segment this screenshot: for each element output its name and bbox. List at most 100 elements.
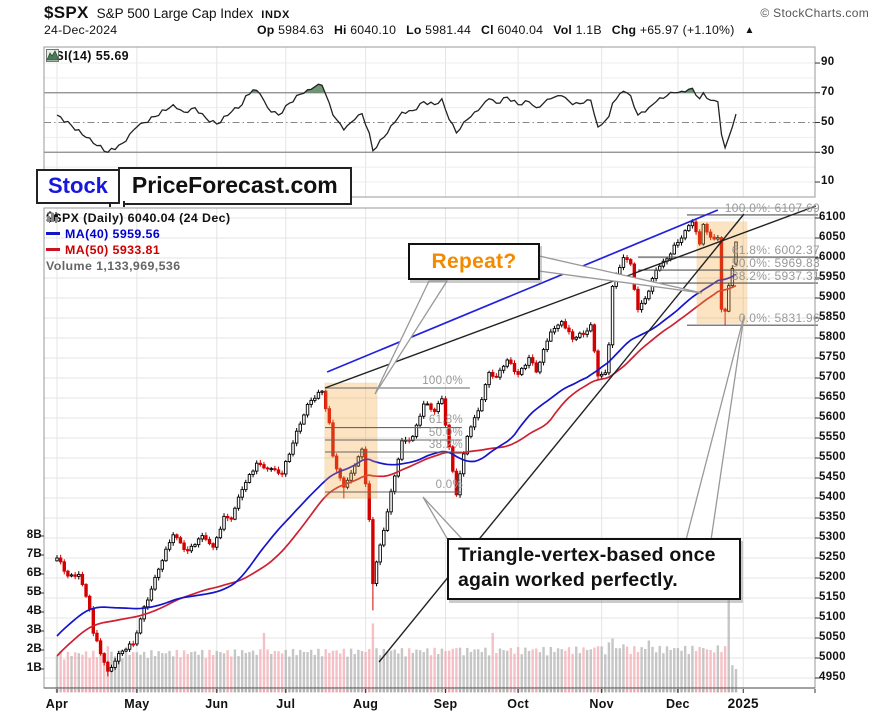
candle-body	[77, 573, 81, 577]
candle-body	[418, 415, 422, 426]
volume-bar	[487, 655, 491, 688]
price-axis-label: 5550	[819, 431, 846, 443]
axis-strip-tick	[669, 688, 672, 693]
legend-ma50-label: MA(50) 5933.81	[65, 242, 161, 257]
candle-body	[385, 511, 390, 531]
axis-strip-tick	[211, 688, 215, 693]
highlight-zone	[324, 382, 378, 499]
volume-bar	[63, 659, 66, 688]
volume-bar	[600, 646, 603, 688]
volume-bar	[629, 653, 632, 688]
rsi-axis-label: 70	[821, 85, 835, 98]
fib-right-label: 0.0%: 5831.96	[738, 311, 820, 326]
axis-strip-tick	[153, 688, 157, 693]
volume-bar	[535, 648, 538, 688]
legend-ma40-label: MA(40) 5959.56	[65, 226, 161, 241]
volume-bar	[705, 649, 709, 688]
candle-body	[454, 470, 459, 496]
candle-body	[294, 430, 299, 444]
candle-body	[287, 453, 292, 462]
volume-bar	[386, 651, 389, 688]
candle-body	[705, 223, 709, 233]
axis-strip-tick	[713, 688, 716, 693]
triangle-annotation-line1: Triangle-vertex-based once	[458, 544, 716, 566]
axis-strip-tick	[353, 688, 356, 693]
candle-body	[621, 257, 626, 268]
stockcharts-credit[interactable]: © StockCharts.com	[760, 6, 869, 20]
candle-body	[596, 350, 600, 377]
rsi-axis-label: 10	[821, 175, 835, 188]
candle-body	[229, 517, 233, 520]
axis-strip-tick	[233, 688, 237, 693]
volume-bar	[251, 650, 255, 688]
quote-field-hi: Hi 6040.10	[333, 23, 397, 37]
candle-body	[487, 371, 491, 386]
volume-bar	[575, 646, 578, 688]
axis-strip-tick	[378, 688, 382, 693]
price-axis-label: 5750	[819, 351, 846, 363]
axis-strip-tick	[266, 688, 269, 693]
axis-strip-tick	[636, 688, 640, 693]
candle-body	[204, 535, 208, 540]
axis-strip-tick	[197, 688, 200, 693]
volume-bar	[128, 654, 131, 688]
candle-body	[516, 371, 520, 375]
volume-bar	[66, 651, 70, 688]
axis-strip-tick	[288, 688, 291, 693]
axis-strip-tick	[208, 688, 211, 693]
quote-field-vol: Vol 1.1B	[553, 23, 602, 37]
logo-part-priceforecast: PriceForecast.com	[117, 167, 352, 205]
candle-body	[509, 359, 513, 364]
candle-body	[734, 241, 738, 265]
axis-strip-tick	[171, 688, 175, 693]
rsi-indicator-icon	[46, 49, 59, 62]
stockpriceforecast-logo[interactable]: Stock PriceForecast.com	[36, 167, 352, 207]
volume-bar	[669, 649, 672, 688]
axis-strip-tick	[433, 688, 436, 693]
axis-strip-tick	[270, 688, 273, 693]
axis-strip-tick	[313, 688, 317, 693]
axis-strip-tick	[146, 688, 149, 693]
candle-body	[687, 225, 691, 232]
axis-strip-tick	[157, 688, 160, 693]
volume-bar	[408, 648, 411, 688]
candle-body	[396, 458, 401, 477]
candle-body	[284, 461, 288, 475]
volume-bar	[654, 652, 658, 688]
axis-strip-tick	[476, 688, 480, 693]
axis-strip-tick	[422, 688, 425, 693]
axis-strip-tick	[317, 688, 320, 693]
volume-bar	[139, 654, 142, 688]
candle-body	[98, 640, 103, 655]
volume-bar	[135, 652, 139, 688]
candle-body	[501, 365, 506, 371]
axis-strip-tick	[654, 688, 658, 693]
volume-bar	[193, 651, 197, 688]
candle-body	[353, 465, 357, 474]
candle-body	[581, 332, 586, 335]
rsi-legend-label: RSI(14) 55.69	[46, 49, 130, 63]
candle-body	[222, 515, 226, 530]
volume-bar	[687, 654, 690, 688]
candle-body	[556, 324, 560, 329]
candle-body	[451, 446, 455, 472]
volume-bar	[309, 649, 313, 688]
quote-field-op: Op 5984.63	[257, 23, 324, 37]
candle-body	[189, 545, 194, 552]
axis-strip-tick	[469, 688, 473, 693]
candle-body	[316, 391, 321, 399]
axis-strip-tick	[618, 688, 622, 693]
axis-strip-tick	[716, 688, 720, 693]
volume-bar	[226, 650, 229, 688]
axis-strip-tick	[604, 688, 607, 693]
axis-strip-tick	[335, 688, 338, 693]
volume-bar	[625, 646, 629, 688]
axis-strip-tick	[673, 688, 676, 693]
axis-strip-tick	[734, 688, 738, 693]
month-axis-label: Nov	[589, 697, 614, 711]
axis-strip-tick	[440, 688, 444, 693]
month-axis-label: Sep	[433, 697, 458, 711]
axis-strip-tick	[77, 688, 80, 693]
candle-body	[276, 469, 281, 474]
